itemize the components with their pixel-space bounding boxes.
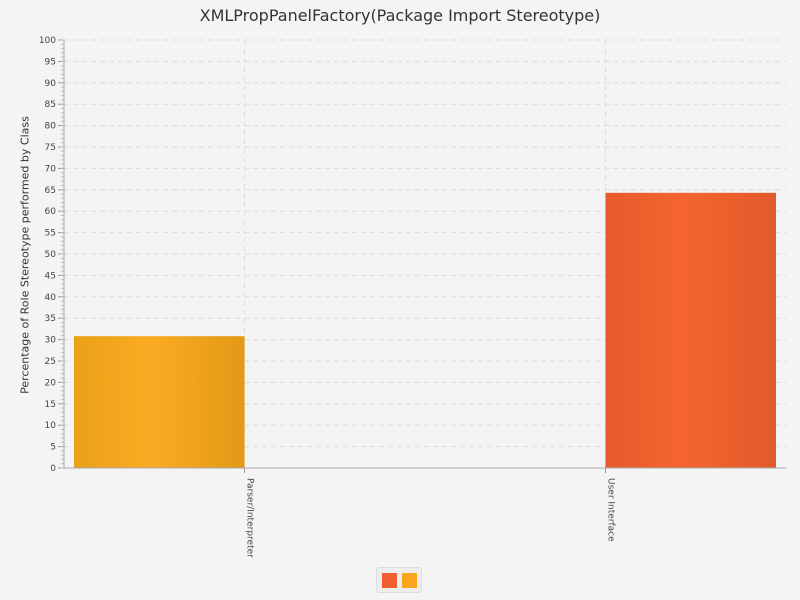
x-tick-label: Parser/Interpreter: [245, 478, 255, 558]
y-tick-label: 75: [45, 143, 56, 153]
y-tick-label: 90: [45, 79, 57, 89]
bar-user-interface: [605, 192, 776, 468]
bar-parser-interpreter: [74, 336, 245, 468]
y-tick-label: 70: [45, 164, 57, 174]
y-tick-label: 0: [50, 464, 56, 474]
y-tick-label: 5: [50, 443, 56, 453]
y-tick-label: 30: [45, 336, 57, 346]
bars-layer: [74, 192, 776, 468]
chart-title: XMLPropPanelFactory(Package Import Stere…: [199, 6, 601, 25]
y-tick-label: 50: [45, 250, 57, 260]
y-tick-label: 80: [45, 122, 57, 132]
y-tick-label: 60: [45, 207, 57, 217]
y-tick-label: 95: [45, 57, 56, 67]
y-tick-label: 65: [45, 186, 56, 196]
y-tick-label: 15: [45, 400, 56, 410]
axis-layer: 0 5 10 15 20 25 30 35 40 45 50 55 60 65 70 75 80 85 90 95 10…: [39, 36, 786, 558]
legend-swatch-series-1: [382, 573, 397, 588]
y-tick-label: 35: [45, 314, 56, 324]
y-tick-label: 25: [45, 357, 56, 367]
y-tick-label: 100: [39, 36, 56, 46]
y-tick-label: 20: [45, 378, 57, 388]
x-tick-label: User Interface: [606, 478, 616, 542]
y-tick-label: 10: [45, 421, 57, 431]
legend: [376, 567, 422, 593]
y-tick-label: 85: [45, 100, 56, 110]
y-tick-label: 45: [45, 271, 56, 281]
y-tick-label: 55: [45, 229, 56, 239]
legend-swatch-series-2: [402, 573, 417, 588]
y-tick-label: 40: [45, 293, 57, 303]
